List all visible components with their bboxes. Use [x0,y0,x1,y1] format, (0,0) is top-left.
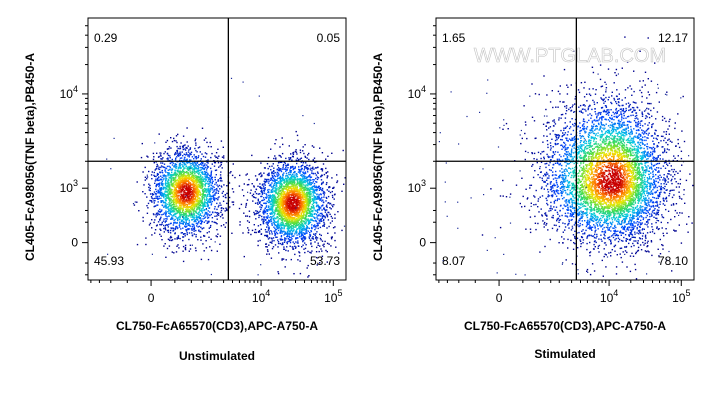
x-tick-label: 0 [148,291,155,305]
y-tick-label: 0 [71,236,78,250]
quadrant-ll-percent: 8.07 [442,254,466,268]
y-axis-ticks: 0 103 104 [60,25,88,276]
y-tick-label: 0 [419,236,426,250]
quadrant-lr-percent: 78.10 [658,254,688,268]
quadrant-ur-percent: 0.05 [317,31,341,45]
plot-frame [87,17,347,281]
x-axis-ticks: 0 104 105 [438,280,690,305]
flow-plot-1: 0.29 0.05 45.93 53.73 0 104 105 0 103 104 CL750-Fc… [23,17,347,363]
x-axis-label: CL750-FcA65570(CD3),APC-A750-A [116,319,318,333]
quadrant-ul-percent: 1.65 [442,31,466,45]
x-tick-label: 105 [672,288,690,305]
y-axis-label: CL405-FcA98056(TNF beta),PB450-A [23,53,37,261]
flow-plot-2: 1.65 12.17 8.07 78.10 0 104 105 0 103 104 CL750-Fc… [371,17,695,361]
plot-subtitle: Unstimulated [179,349,255,363]
event-dots [438,36,694,280]
x-tick-label: 104 [600,288,618,305]
quadrant-ul-percent: 0.29 [94,31,118,45]
watermark-text: WWW.PTGLAB.COM [474,45,666,67]
event-dots [106,77,346,278]
quadrant-ll-percent: 45.93 [94,254,124,268]
x-tick-label: 104 [252,288,270,305]
x-tick-label: 105 [324,288,342,305]
y-tick-label: 103 [408,178,426,195]
y-tick-label: 104 [408,84,426,101]
x-axis-label: CL750-FcA65570(CD3),APC-A750-A [464,319,666,333]
x-tick-label: 0 [496,291,503,305]
y-axis-ticks: 0 103 104 [408,25,436,276]
y-axis-label: CL405-FcA98056(TNF beta),PB450-A [371,53,385,261]
plot-subtitle: Stimulated [534,347,595,361]
quadrant-lr-percent: 53.73 [310,254,340,268]
y-tick-label: 104 [60,84,78,101]
x-axis-ticks: 0 104 105 [90,280,342,305]
plot-frame [435,17,695,281]
quadrant-ur-percent: 12.17 [658,31,688,45]
y-tick-label: 103 [60,178,78,195]
